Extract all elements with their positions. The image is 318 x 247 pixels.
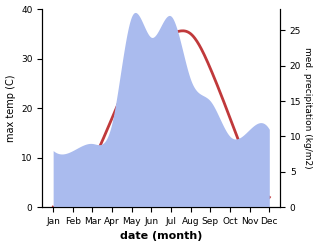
X-axis label: date (month): date (month): [120, 231, 203, 242]
Y-axis label: med. precipitation (kg/m2): med. precipitation (kg/m2): [303, 47, 313, 169]
Y-axis label: max temp (C): max temp (C): [5, 74, 16, 142]
